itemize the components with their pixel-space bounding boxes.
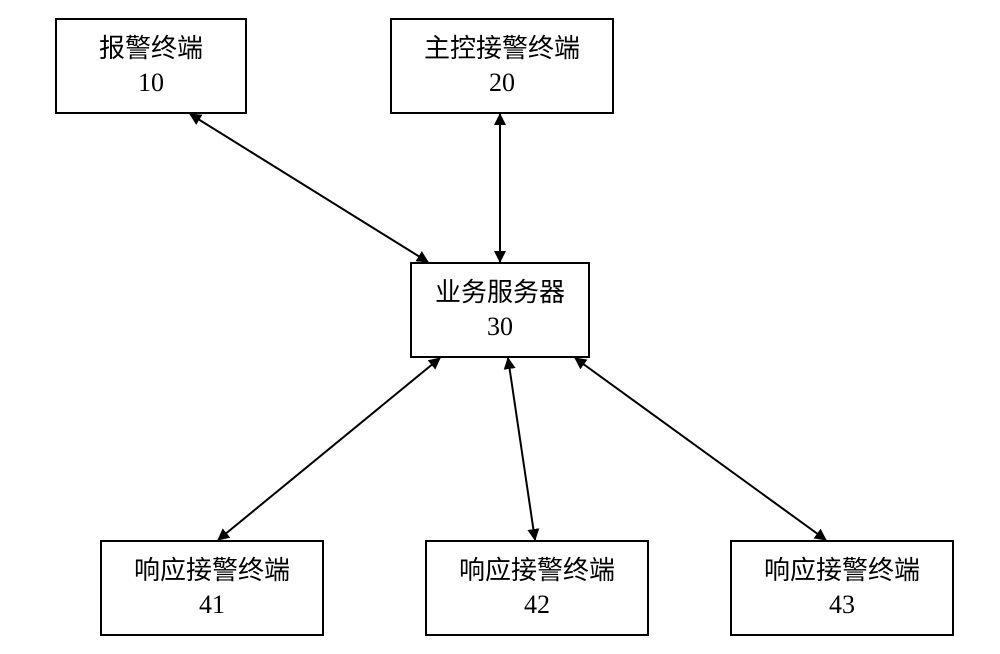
node-alarm-terminal: 报警终端 10 bbox=[55, 18, 247, 114]
node-number: 30 bbox=[487, 310, 513, 344]
edge bbox=[218, 358, 440, 540]
node-label: 报警终端 bbox=[99, 32, 203, 66]
edge bbox=[190, 114, 428, 262]
node-label: 响应接警终端 bbox=[764, 554, 920, 588]
node-label: 响应接警终端 bbox=[134, 554, 290, 588]
node-label: 主控接警终端 bbox=[424, 32, 580, 66]
node-response-terminal-41: 响应接警终端 41 bbox=[100, 540, 324, 636]
node-label: 业务服务器 bbox=[435, 276, 565, 310]
node-label: 响应接警终端 bbox=[459, 554, 615, 588]
node-response-terminal-43: 响应接警终端 43 bbox=[730, 540, 954, 636]
node-response-terminal-42: 响应接警终端 42 bbox=[425, 540, 649, 636]
node-number: 42 bbox=[524, 588, 550, 622]
edge bbox=[508, 358, 535, 540]
diagram-canvas: 报警终端 10 主控接警终端 20 业务服务器 30 响应接警终端 41 响应接… bbox=[0, 0, 1000, 654]
node-server: 业务服务器 30 bbox=[410, 262, 590, 358]
node-master-terminal: 主控接警终端 20 bbox=[390, 18, 614, 114]
node-number: 10 bbox=[138, 66, 164, 100]
node-number: 41 bbox=[199, 588, 225, 622]
edge bbox=[575, 358, 826, 540]
node-number: 43 bbox=[829, 588, 855, 622]
node-number: 20 bbox=[489, 66, 515, 100]
